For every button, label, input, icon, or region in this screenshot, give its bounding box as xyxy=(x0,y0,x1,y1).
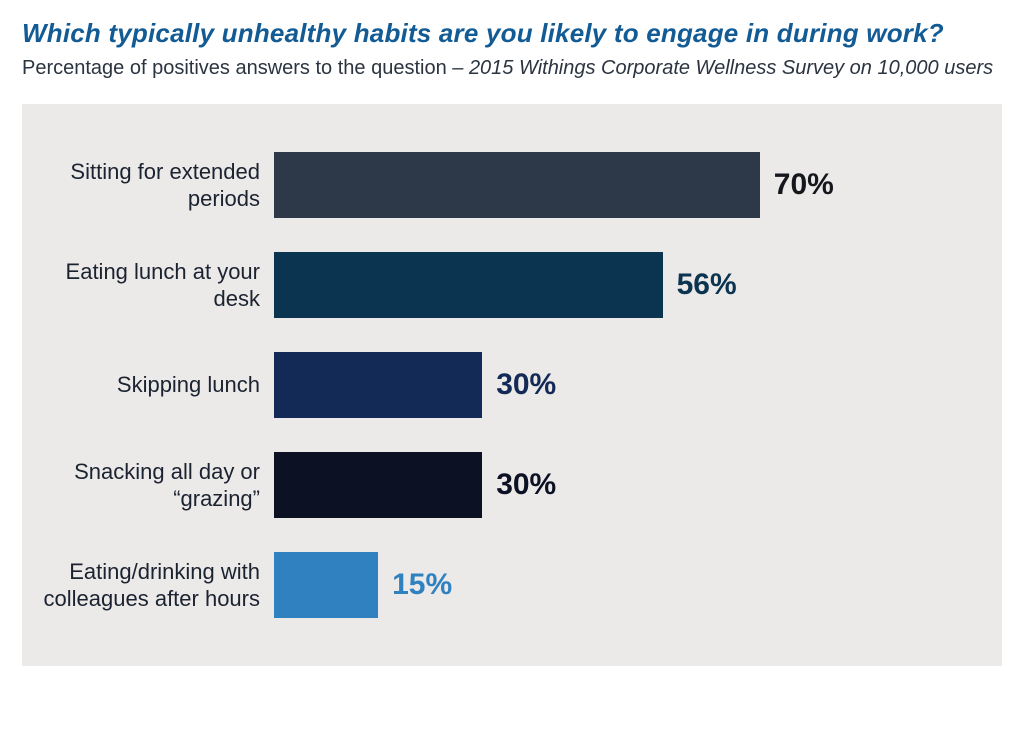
category-label: Eating lunch at your desk xyxy=(30,258,274,313)
page: Which typically unhealthy habits are you… xyxy=(0,0,1024,688)
bar-row: Skipping lunch 30% xyxy=(30,352,968,418)
bar-cell: 30% xyxy=(274,452,968,518)
value-label: 30% xyxy=(496,368,556,402)
bar-row: Snacking all day or “grazing” 30% xyxy=(30,452,968,518)
bar-row: Eating lunch at your desk 56% xyxy=(30,252,968,318)
bar xyxy=(274,252,663,318)
bar-cell: 15% xyxy=(274,552,968,618)
value-label: 15% xyxy=(392,568,452,602)
bar xyxy=(274,152,760,218)
bar-row: Sitting for extended periods 70% xyxy=(30,152,968,218)
bar xyxy=(274,452,482,518)
category-label: Eating/drinking with colleagues after ho… xyxy=(30,558,274,613)
bar-row: Eating/drinking with colleagues after ho… xyxy=(30,552,968,618)
value-label: 70% xyxy=(774,168,834,202)
bar xyxy=(274,352,482,418)
chart-subtitle: Percentage of positives answers to the q… xyxy=(22,55,1002,82)
value-label: 30% xyxy=(496,468,556,502)
bar-cell: 70% xyxy=(274,152,968,218)
category-label: Sitting for extended periods xyxy=(30,158,274,213)
category-label: Skipping lunch xyxy=(30,371,274,399)
bar-cell: 30% xyxy=(274,352,968,418)
subtitle-source: 2015 Withings Corporate Wellness Survey … xyxy=(469,57,993,79)
subtitle-intro: Percentage of positives answers to the q… xyxy=(22,57,469,79)
category-label: Snacking all day or “grazing” xyxy=(30,458,274,513)
bar-chart: Sitting for extended periods 70% Eating lu… xyxy=(22,104,1002,666)
bar xyxy=(274,552,378,618)
chart-title: Which typically unhealthy habits are you… xyxy=(22,18,1002,49)
value-label: 56% xyxy=(677,268,737,302)
bar-cell: 56% xyxy=(274,252,968,318)
